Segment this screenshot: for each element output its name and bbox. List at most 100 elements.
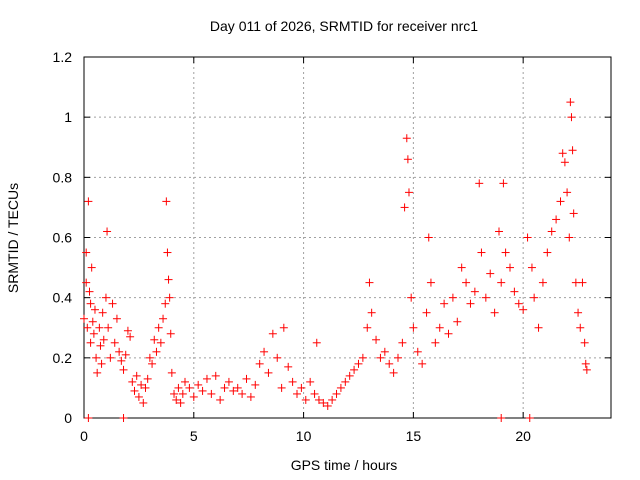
data-point [354,359,363,368]
x-tick-label: 5 [190,428,198,444]
data-point [341,377,350,386]
y-axis-label: SRMTID / TECUs [5,183,21,293]
data-point [178,389,187,398]
data-point [380,347,389,356]
data-point [310,389,319,398]
data-point [115,347,124,356]
data-point [444,329,453,338]
data-point [88,317,97,326]
data-point [93,368,102,377]
data-point [154,323,163,332]
data-point [345,371,354,380]
data-point [288,377,297,386]
data-point [251,380,260,389]
data-point [185,383,194,392]
data-point [264,368,273,377]
data-point [530,293,539,302]
data-point [582,365,591,374]
data-point [156,338,165,347]
data-point [519,305,528,314]
data-point [268,329,277,338]
data-points [80,98,591,422]
data-point [563,188,572,197]
data-point [242,374,251,383]
data-point [82,278,91,287]
data-point [312,338,321,347]
data-point [385,359,394,368]
data-point [424,233,433,242]
data-point [145,353,154,362]
data-point [534,323,543,332]
data-point [566,98,575,107]
data-point [95,323,104,332]
data-point [128,377,137,386]
data-point [301,395,310,404]
data-point [148,359,157,368]
data-point [98,308,107,317]
x-tick-label: 10 [296,428,312,444]
data-point [166,329,175,338]
data-point [567,113,576,122]
data-point [462,278,471,287]
data-point [574,308,583,317]
data-point [117,356,126,365]
chart-title: Day 011 of 2026, SRMTID for receiver nrc… [210,18,478,34]
data-point [229,386,238,395]
data-point [409,323,418,332]
data-point [141,383,150,392]
data-point [189,392,198,401]
y-tick-label: 1 [64,109,72,125]
data-point [97,359,106,368]
data-point [418,359,427,368]
data-point [323,401,332,410]
data-point [163,248,172,257]
data-point [92,353,101,362]
data-point [84,414,93,422]
data-point [372,335,381,344]
data-point [523,233,532,242]
data-point [233,383,242,392]
data-point [273,353,282,362]
data-point [172,395,181,404]
data-point [422,308,431,317]
data-point [90,305,99,314]
data-point [558,149,567,158]
data-point [86,299,95,308]
data-point [246,392,255,401]
data-point [350,365,359,374]
data-point [279,323,288,332]
data-point [538,278,547,287]
y-tick-label: 0.6 [53,230,73,246]
data-point [426,278,435,287]
data-point [143,374,152,383]
data-point [501,248,510,257]
data-point [121,350,130,359]
data-point [403,155,412,164]
data-point [84,197,93,206]
data-point [510,287,519,296]
data-point [165,293,174,302]
data-point [130,386,139,395]
data-point [260,347,269,356]
data-point [576,323,585,332]
data-point [284,362,293,371]
data-point [389,368,398,377]
data-point [297,383,306,392]
plot-frame [83,56,612,419]
y-tick-label: 0 [64,410,72,426]
data-point [216,395,225,404]
data-point [314,395,323,404]
data-point [547,227,556,236]
data-point [181,377,190,386]
data-point [174,383,183,392]
y-tick-label: 0.2 [53,350,73,366]
data-point [99,335,108,344]
data-point [198,386,207,395]
data-point [505,263,514,272]
data-point [431,338,440,347]
data-point [453,317,462,326]
data-point [358,353,367,362]
data-point [569,209,578,218]
data-point [394,353,403,362]
data-point [319,398,328,407]
